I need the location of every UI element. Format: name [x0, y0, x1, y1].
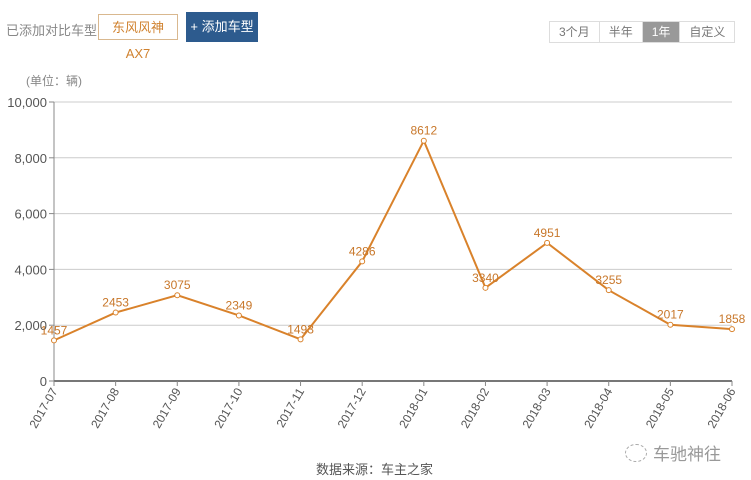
y-tick-label: 0	[40, 374, 47, 389]
series-line	[53, 138, 733, 342]
brand-name: 车驰神往	[653, 445, 721, 464]
data-point	[51, 337, 57, 344]
y-tick-label: 10,000	[7, 95, 47, 110]
data-point	[544, 239, 551, 246]
y-tick-label: 8,000	[14, 151, 47, 166]
x-tick-label: 2017-12	[335, 385, 369, 430]
data-label: 2017	[657, 308, 684, 322]
x-tick-label: 2018-01	[396, 385, 430, 430]
range-half-year[interactable]: 半年	[599, 22, 643, 42]
x-tick-label: 2017-11	[273, 385, 307, 430]
data-label: 3075	[164, 278, 191, 292]
range-custom[interactable]: 自定义	[680, 22, 735, 42]
data-point	[605, 287, 612, 294]
data-label: 4286	[349, 244, 376, 258]
y-tick-label: 4,000	[14, 262, 47, 277]
compare-label: 已添加对比车型:	[6, 23, 101, 38]
data-point	[729, 326, 735, 333]
data-point	[667, 321, 674, 328]
range-1-year[interactable]: 1年	[642, 22, 681, 42]
data-label: 3340	[472, 271, 499, 285]
data-label: 8612	[410, 124, 437, 138]
data-point	[297, 336, 304, 343]
data-source: 数据来源：车主之家	[316, 462, 434, 477]
x-tick-label: 2018-03	[520, 385, 554, 430]
x-tick-label: 2017-07	[26, 385, 60, 430]
data-point	[482, 284, 489, 291]
x-tick-label: 2018-02	[458, 385, 492, 430]
data-label: 1457	[41, 323, 68, 337]
data-label: 2453	[102, 296, 129, 310]
x-tick-label: 2018-06	[704, 385, 738, 430]
data-point	[235, 312, 242, 319]
data-point	[174, 292, 181, 299]
data-label: 3255	[595, 273, 622, 287]
add-model-button[interactable]: + 添加车型	[186, 12, 258, 42]
data-point	[420, 137, 427, 144]
selected-model-tag[interactable]: 东风风神AX7	[98, 14, 178, 61]
data-label: 1858	[719, 312, 746, 326]
time-range-selector: 3个月 半年 1年 自定义	[549, 21, 736, 43]
x-tick-label: 2017-08	[88, 385, 122, 430]
data-label: 1493	[287, 322, 314, 336]
data-label: 4951	[534, 226, 561, 240]
x-tick-label: 2017-09	[150, 385, 184, 430]
data-point	[112, 309, 119, 316]
brand-watermark: 车驰神往	[625, 440, 721, 465]
data-label: 2349	[226, 298, 253, 312]
data-point	[359, 258, 366, 265]
unit-label: (单位：辆)	[26, 74, 82, 88]
y-tick-label: 6,000	[14, 207, 47, 222]
x-tick-label: 2018-04	[581, 385, 615, 430]
y-tick-label: 2,000	[14, 318, 47, 333]
wechat-icon	[625, 443, 647, 462]
x-tick-label: 2017-10	[211, 385, 245, 430]
range-3-months[interactable]: 3个月	[550, 22, 600, 42]
x-tick-label: 2018-05	[643, 385, 677, 430]
